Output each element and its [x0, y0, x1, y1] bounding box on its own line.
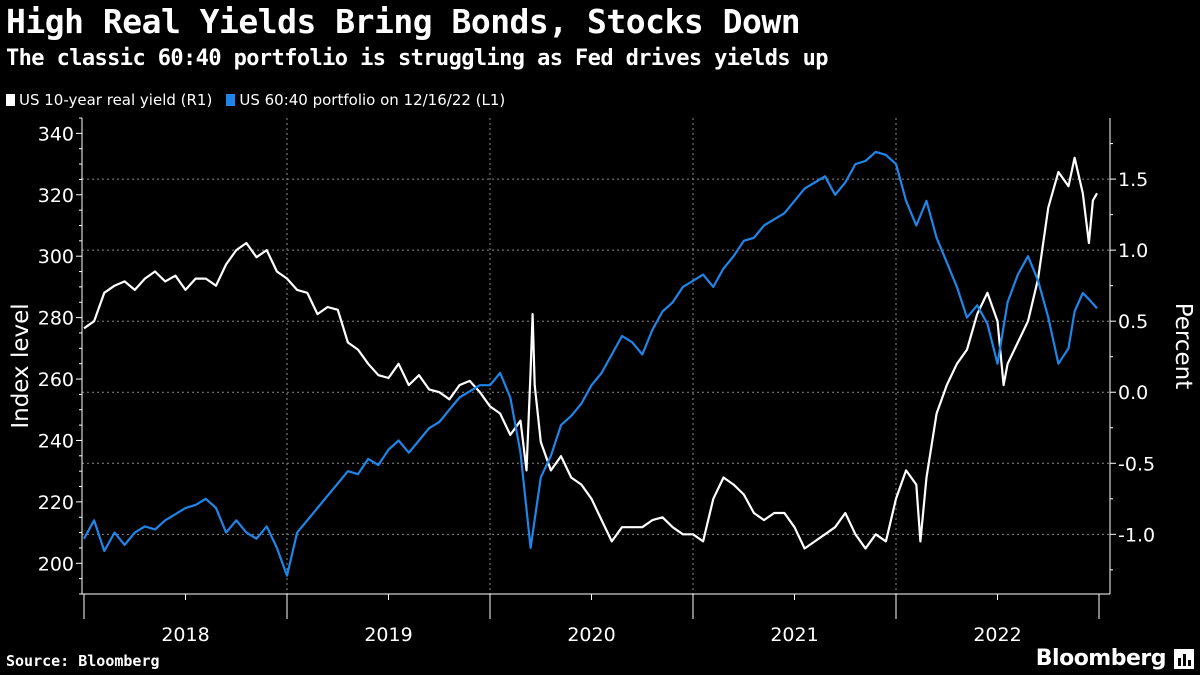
right-axis-tick-label: 0.0: [1118, 382, 1148, 404]
chart-subtitle: The classic 60:40 portfolio is strugglin…: [6, 46, 829, 71]
legend-item-real-yield: US 10-year real yield (R1): [6, 91, 212, 109]
right-axis-tick-label: 1.0: [1118, 240, 1148, 262]
right-axis-tick-label: 1.5: [1118, 169, 1148, 191]
brand-logo: Bloomberg: [1035, 646, 1167, 671]
x-axis-tick-label: 2021: [770, 624, 818, 646]
left-axis-tick-label: 300: [38, 246, 74, 268]
x-axis-tick-label: 2019: [364, 624, 412, 646]
left-axis-tick-label: 220: [38, 492, 74, 514]
right-axis-tick-label: -0.5: [1118, 453, 1155, 475]
left-axis-tick-label: 280: [38, 308, 74, 330]
x-axis-tick-label: 2022: [973, 624, 1021, 646]
left-axis-title: Index level: [8, 303, 34, 428]
bar-chart-icon: [1174, 649, 1194, 669]
source-note: Source: Bloomberg: [6, 652, 160, 670]
left-axis-tick-label: 340: [38, 123, 74, 145]
legend-swatch-real-yield: [6, 94, 15, 106]
left-axis-tick-label: 260: [38, 369, 74, 391]
right-axis-title: Percent: [1170, 303, 1196, 390]
right-axis-tick-label: -1.0: [1118, 524, 1155, 546]
series-line-real-yield: [83, 156, 1098, 550]
series-line-portfolio: [83, 150, 1098, 577]
left-axis-tick-label: 240: [38, 430, 74, 452]
legend-label-portfolio: US 60:40 portfolio on 12/16/22 (L1): [239, 91, 506, 109]
left-axis-tick-label: 320: [38, 185, 74, 207]
legend-label-real-yield: US 10-year real yield (R1): [19, 91, 213, 109]
right-axis-tick-label: 0.5: [1118, 311, 1148, 333]
legend-swatch-portfolio: [226, 94, 236, 106]
x-axis-tick-label: 2020: [567, 624, 615, 646]
legend-item-portfolio: US 60:40 portfolio on 12/16/22 (L1): [226, 91, 505, 109]
x-axis-tick-label: 2018: [161, 624, 209, 646]
chart-legend: US 10-year real yield (R1) US 60:40 port…: [6, 91, 505, 109]
chart-title: High Real Yields Bring Bonds, Stocks Dow…: [6, 2, 801, 41]
left-axis-tick-label: 200: [38, 553, 74, 575]
